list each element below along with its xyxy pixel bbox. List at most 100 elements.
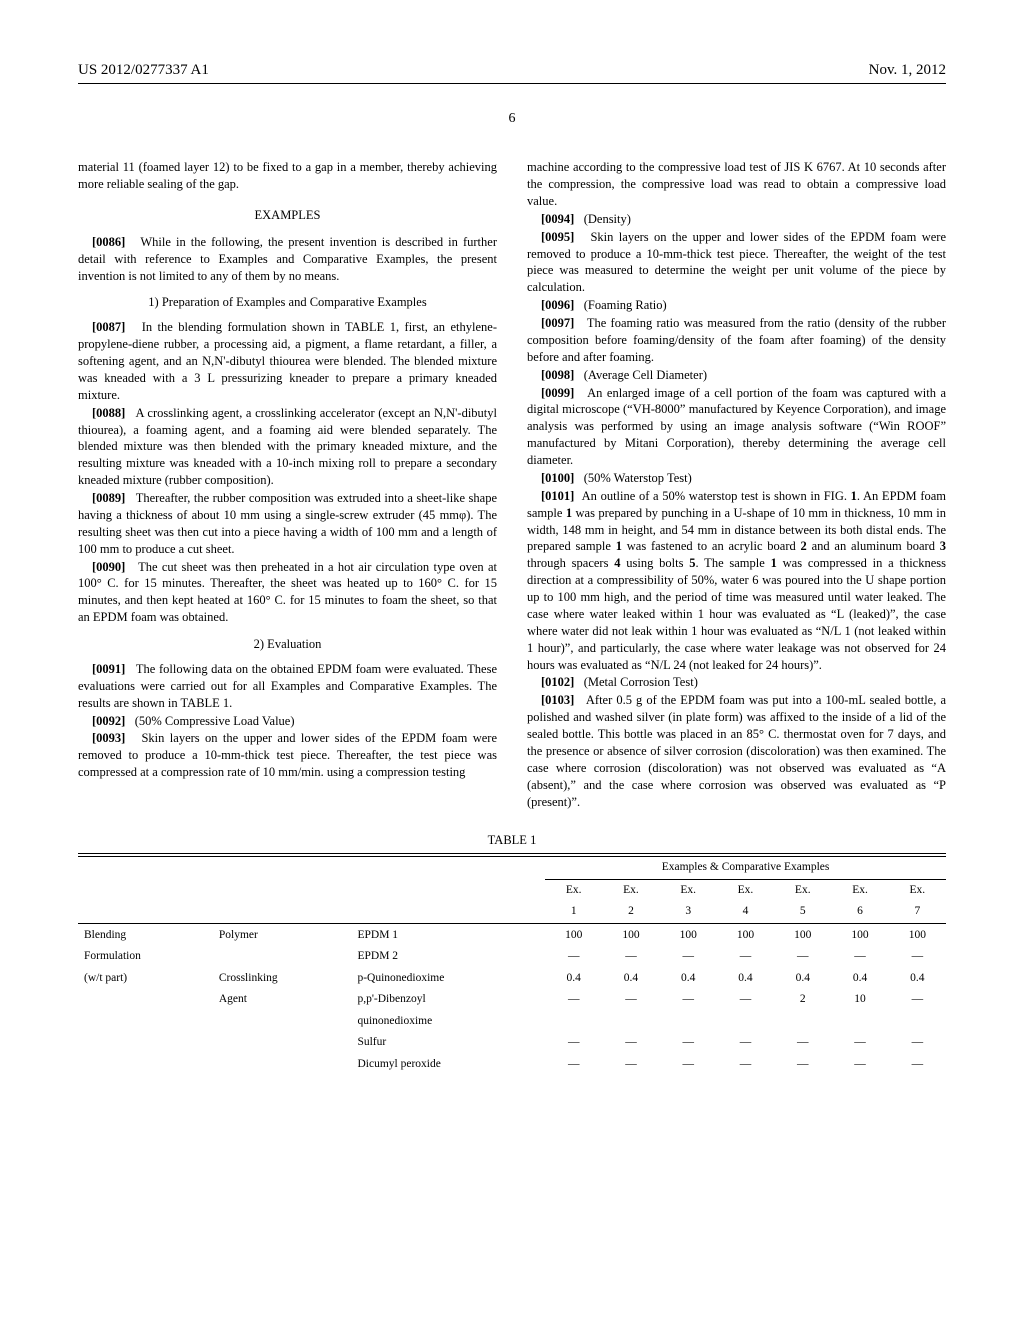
para-text: (Foaming Ratio) xyxy=(584,298,667,312)
cell: 100 xyxy=(602,925,659,947)
col-head: Ex. xyxy=(889,879,946,901)
para-text: Skin layers on the upper and lower sides… xyxy=(78,731,497,779)
cell: — xyxy=(774,1032,831,1054)
cell: — xyxy=(545,946,602,968)
para-0091: [0091] The following data on the obtaine… xyxy=(78,661,497,712)
cell: 0.4 xyxy=(717,968,774,990)
table-row: Agent p,p'-Dibenzoyl — — — — 2 10 — xyxy=(78,989,946,1011)
para-0093: [0093] Skin layers on the upper and lowe… xyxy=(78,730,497,781)
heading-examples: EXAMPLES xyxy=(78,207,497,224)
para-number: [0087] xyxy=(92,320,125,334)
row-label: Formulation xyxy=(78,946,213,968)
para-text: (50% Waterstop Test) xyxy=(584,471,692,485)
cell: 100 xyxy=(831,925,888,947)
cell: 100 xyxy=(717,925,774,947)
header-rule xyxy=(78,83,946,84)
col-head: 3 xyxy=(660,901,717,923)
row-label: (w/t part) xyxy=(78,968,213,990)
col-head: 7 xyxy=(889,901,946,923)
heading-evaluation: 2) Evaluation xyxy=(78,636,497,653)
para-number: [0091] xyxy=(92,662,125,676)
para-text: and an aluminum board xyxy=(807,539,940,553)
publication-number: US 2012/0277337 A1 xyxy=(78,60,209,80)
cell: — xyxy=(831,946,888,968)
para-text: using bolts xyxy=(621,556,690,570)
cell: — xyxy=(545,1032,602,1054)
cell: — xyxy=(717,1032,774,1054)
para-0100: [0100] (50% Waterstop Test) xyxy=(527,470,946,487)
body-columns: material 11 (foamed layer 12) to be fixe… xyxy=(78,159,946,810)
para-text: The cut sheet was then preheated in a ho… xyxy=(78,560,497,625)
cell: — xyxy=(889,946,946,968)
para-text: In the blending formulation shown in TAB… xyxy=(78,320,497,402)
col-head: 4 xyxy=(717,901,774,923)
para-number: [0088] xyxy=(92,406,125,420)
para-number: [0089] xyxy=(92,491,125,505)
para-number: [0092] xyxy=(92,714,125,728)
cell: — xyxy=(660,946,717,968)
cell: 100 xyxy=(889,925,946,947)
para-0089: [0089] Thereafter, the rubber compositio… xyxy=(78,490,497,558)
para-text: was fastened to an acrylic board xyxy=(622,539,801,553)
para-number: [0097] xyxy=(541,316,574,330)
cell: — xyxy=(660,1054,717,1076)
col-head: Ex. xyxy=(660,879,717,901)
page-number: 6 xyxy=(78,110,946,129)
table-group-header: Examples & Comparative Examples xyxy=(545,857,946,880)
cell: — xyxy=(831,1032,888,1054)
para-text: An outline of a 50% waterstop test is sh… xyxy=(582,489,851,503)
cell: 0.4 xyxy=(774,968,831,990)
page: US 2012/0277337 A1 Nov. 1, 2012 6 materi… xyxy=(0,0,1024,1320)
cell: — xyxy=(774,1054,831,1076)
cell: 2 xyxy=(774,989,831,1011)
cell: 0.4 xyxy=(660,968,717,990)
continuation-para-right: machine according to the compressive loa… xyxy=(527,159,946,210)
cell: 100 xyxy=(545,925,602,947)
cell: — xyxy=(602,1032,659,1054)
row-label: quinonedioxime xyxy=(351,1011,545,1033)
publication-date: Nov. 1, 2012 xyxy=(869,60,946,80)
para-0090: [0090] The cut sheet was then preheated … xyxy=(78,559,497,627)
cell: 10 xyxy=(831,989,888,1011)
para-text: The following data on the obtained EPDM … xyxy=(78,662,497,710)
cell: — xyxy=(602,989,659,1011)
cell: 100 xyxy=(774,925,831,947)
row-label: Polymer xyxy=(213,925,352,947)
cell: — xyxy=(602,946,659,968)
col-head: 2 xyxy=(602,901,659,923)
table-caption: TABLE 1 xyxy=(78,832,946,849)
para-number: [0093] xyxy=(92,731,125,745)
col-head: 1 xyxy=(545,901,602,923)
para-0097: [0097] The foaming ratio was measured fr… xyxy=(527,315,946,366)
cell: — xyxy=(889,989,946,1011)
table-row: Sulfur — — — — — — — xyxy=(78,1032,946,1054)
cell: 0.4 xyxy=(602,968,659,990)
para-0099: [0099] An enlarged image of a cell porti… xyxy=(527,385,946,469)
table-1-grid: Examples & Comparative Examples Ex. Ex. … xyxy=(78,853,946,1075)
cell: — xyxy=(545,1054,602,1076)
para-text: (Density) xyxy=(584,212,631,226)
cell: 0.4 xyxy=(889,968,946,990)
para-0102: [0102] (Metal Corrosion Test) xyxy=(527,674,946,691)
para-0088: [0088] A crosslinking agent, a crosslink… xyxy=(78,405,497,489)
col-head: 6 xyxy=(831,901,888,923)
para-text: The foaming ratio was measured from the … xyxy=(527,316,946,364)
para-number: [0098] xyxy=(541,368,574,382)
para-number: [0099] xyxy=(541,386,574,400)
para-number: [0094] xyxy=(541,212,574,226)
para-number: [0103] xyxy=(541,693,574,707)
para-text: Skin layers on the upper and lower sides… xyxy=(527,230,946,295)
para-number: [0090] xyxy=(92,560,125,574)
row-label: EPDM 2 xyxy=(351,946,545,968)
para-number: [0086] xyxy=(92,235,125,249)
col-head: Ex. xyxy=(774,879,831,901)
para-text: After 0.5 g of the EPDM foam was put int… xyxy=(527,693,946,808)
row-label: p-Quinonedioxime xyxy=(351,968,545,990)
para-number: [0102] xyxy=(541,675,574,689)
table-row: (w/t part) Crosslinking p-Quinonedioxime… xyxy=(78,968,946,990)
para-text: material 11 (foamed layer 12) to be fixe… xyxy=(78,160,497,191)
para-text: A crosslinking agent, a crosslinking acc… xyxy=(78,406,497,488)
para-0086: [0086] While in the following, the prese… xyxy=(78,234,497,285)
para-text: was compressed in a thickness direction … xyxy=(527,556,946,671)
cell: — xyxy=(602,1054,659,1076)
